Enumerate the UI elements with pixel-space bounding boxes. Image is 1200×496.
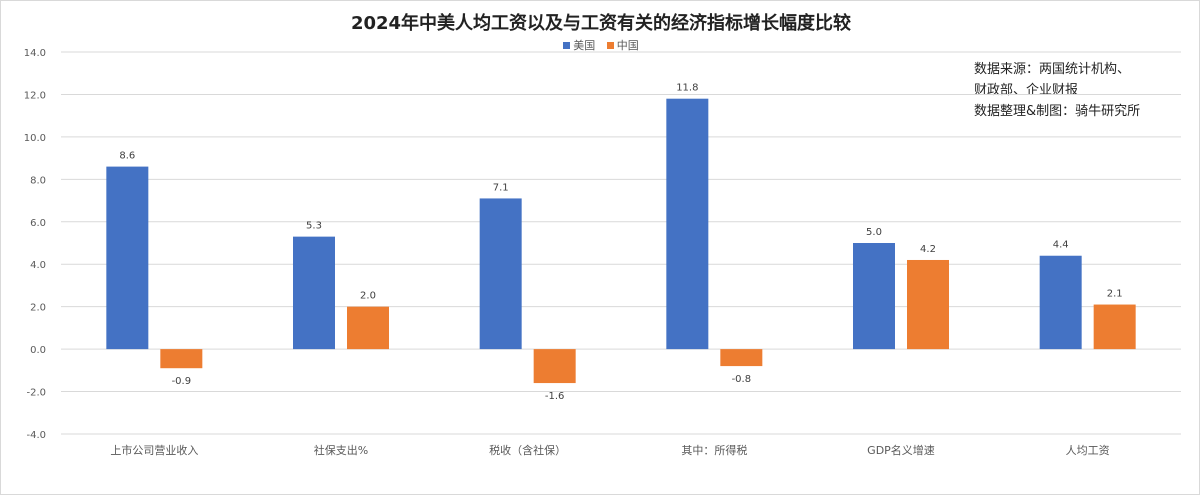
data-label: 2.1 <box>1107 289 1123 300</box>
legend-label-us: 美国 <box>573 39 596 52</box>
y-tick-label: -2.0 <box>26 388 46 399</box>
y-tick-label: 12.0 <box>24 90 46 101</box>
bar <box>1039 255 1082 350</box>
data-label: 7.1 <box>493 182 509 193</box>
legend-swatch-us <box>563 42 571 49</box>
bar <box>533 349 576 384</box>
category-label: 其中：所得税 <box>681 443 747 457</box>
category-label: 人均工资 <box>1066 444 1110 457</box>
legend-label-cn: 中国 <box>616 39 639 52</box>
data-label: 5.0 <box>866 227 882 238</box>
bar <box>666 98 709 350</box>
bar <box>1093 304 1136 350</box>
category-label: 税收（含社保） <box>489 443 566 457</box>
bar <box>293 236 335 350</box>
bar <box>907 259 949 350</box>
source-note-line: 数据来源：两国统计机构、 <box>974 62 1131 77</box>
y-tick-label: 2.0 <box>30 303 46 314</box>
legend: 美国 中国 <box>1 37 1200 53</box>
data-label: -0.9 <box>172 376 192 387</box>
bar <box>720 349 763 367</box>
data-label: 5.3 <box>306 221 322 232</box>
data-label: 4.4 <box>1053 240 1069 251</box>
data-label: 4.2 <box>920 244 936 255</box>
bar <box>853 243 895 350</box>
data-label: 2.0 <box>360 291 376 302</box>
source-note-line: 数据整理&制图：骑牛研究所 <box>974 104 1141 119</box>
y-tick-label: 14.0 <box>24 48 46 59</box>
bar <box>347 306 389 350</box>
y-tick-label: 10.0 <box>24 133 46 144</box>
data-label: -0.8 <box>732 374 752 385</box>
data-label: 11.8 <box>676 83 698 94</box>
category-label: 社保支出% <box>314 443 368 457</box>
chart-title: 2024年中美人均工资以及与工资有关的经济指标增长幅度比较 <box>350 13 852 34</box>
bar <box>106 166 149 350</box>
category-label: 上市公司营业收入 <box>110 443 198 457</box>
data-label: 8.6 <box>119 151 135 162</box>
y-tick-label: 0.0 <box>30 345 46 356</box>
y-tick-label: 8.0 <box>30 175 46 186</box>
bar <box>160 349 203 369</box>
category-label: GDP名义增速 <box>867 443 935 457</box>
legend-swatch-cn <box>606 42 614 49</box>
data-label: -1.6 <box>545 391 565 402</box>
legend-item-us: 美国 <box>563 37 595 53</box>
y-tick-label: -4.0 <box>26 430 46 441</box>
y-tick-label: 6.0 <box>30 218 46 229</box>
bar <box>479 198 522 350</box>
y-tick-label: 4.0 <box>30 260 46 271</box>
legend-item-cn: 中国 <box>606 37 639 53</box>
